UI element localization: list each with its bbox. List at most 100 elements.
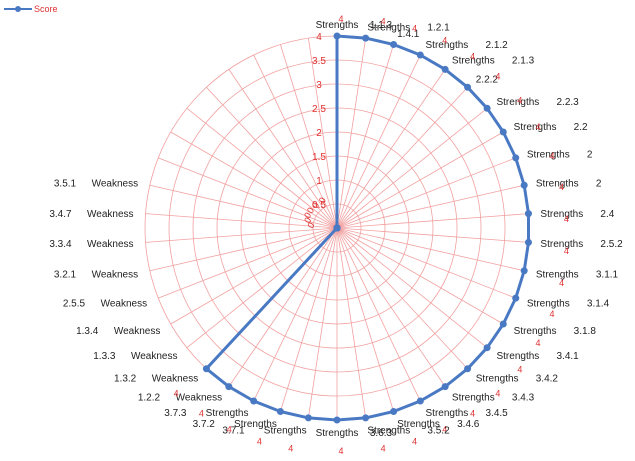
data-label: 4 <box>412 24 417 34</box>
category-code: 3.7.3 <box>164 408 187 419</box>
category-label: Weakness <box>92 179 139 190</box>
center-tick-label: 0 <box>310 201 321 210</box>
category-code: 1.1.3 <box>370 20 393 31</box>
category-label: Weakness <box>114 326 161 337</box>
grid-spoke <box>336 44 394 229</box>
series-point <box>499 128 507 136</box>
grid-spoke <box>336 227 525 272</box>
series-point <box>333 32 341 40</box>
radial-tick-label: 3.5 <box>312 56 326 67</box>
category-code: 1.2.2 <box>138 393 161 404</box>
data-label: 4 <box>559 182 564 192</box>
category-label: Strengths <box>540 209 583 220</box>
category-code: 2.1.3 <box>512 55 535 66</box>
category-code: 3.1.1 <box>596 269 619 280</box>
data-label: 4 <box>174 388 179 398</box>
category-label: Strengths <box>316 428 359 439</box>
category-code: 3.4.1 <box>556 351 579 362</box>
category-code: 2.4 <box>600 209 614 220</box>
category-code: 3.4.5 <box>486 408 509 419</box>
category-code: 3.4.3 <box>512 393 535 404</box>
category-label: Strengths <box>264 426 307 437</box>
category-label: Strengths <box>316 20 359 31</box>
series-point <box>362 34 370 42</box>
center-tick-label: 0 <box>305 221 316 230</box>
category-label: Strengths <box>514 326 557 337</box>
grid-spoke <box>336 227 488 349</box>
category-code: 1.3.2 <box>114 374 137 385</box>
grid-spoke <box>280 227 338 412</box>
data-label: 4 <box>495 388 500 398</box>
center-tick-label: 0 <box>305 206 316 215</box>
series-point <box>464 365 472 373</box>
radial-tick-label: 2.5 <box>312 104 326 115</box>
data-label: 4 <box>288 444 293 454</box>
data-label: 4 <box>536 338 541 348</box>
series-point <box>390 41 398 49</box>
category-code: 3.4.7 <box>49 209 72 220</box>
category-code: 3.3.4 <box>49 239 72 250</box>
category-label: Strengths <box>367 426 410 437</box>
grid-spoke <box>186 107 338 229</box>
series-point <box>441 65 449 73</box>
grid-spoke <box>145 227 338 243</box>
series-point <box>250 397 258 405</box>
grid-spoke <box>170 131 338 229</box>
category-label: Strengths <box>536 179 579 190</box>
category-code: 1.2.1 <box>427 22 450 33</box>
legend-marker-icon <box>4 6 32 12</box>
category-code: 2.2 <box>574 122 588 133</box>
series-point <box>512 154 520 162</box>
series-point <box>416 397 424 405</box>
category-code: 2 <box>596 179 602 190</box>
grid-spoke <box>206 86 338 229</box>
data-label: 4 <box>381 444 386 454</box>
data-label: 4 <box>517 365 522 375</box>
category-label: Weakness <box>87 209 134 220</box>
category-code: 2.5.2 <box>600 239 623 250</box>
category-label: Strengths <box>397 419 440 430</box>
series-point <box>499 320 507 328</box>
data-label: 4 <box>442 425 447 435</box>
category-label: Strengths <box>536 269 579 280</box>
grid-spoke <box>149 227 338 272</box>
category-label: Strengths <box>496 97 539 108</box>
grid-spoke <box>158 227 338 299</box>
data-label: 4 <box>564 246 569 256</box>
center-tick-label: 0 <box>302 211 313 220</box>
grid-spoke <box>149 184 338 229</box>
category-code: 2.2.3 <box>556 97 579 108</box>
category-code: 2.5.5 <box>63 299 86 310</box>
category-label: Weakness <box>87 239 134 250</box>
category-code: 1.3.3 <box>93 351 116 362</box>
grid-spoke <box>253 227 338 402</box>
center-tick-label: 0 <box>317 196 328 205</box>
series-point <box>441 383 449 391</box>
grid-spoke <box>336 227 421 402</box>
category-code: 3.7.2 <box>193 419 216 430</box>
grid-spoke <box>336 227 468 370</box>
grid-spoke <box>307 227 338 418</box>
category-code: 3.4.6 <box>457 419 480 430</box>
series-point <box>362 414 370 422</box>
series-point <box>202 365 210 373</box>
grid-spoke <box>336 184 525 229</box>
data-label: 4 <box>550 309 555 319</box>
grid-spoke <box>336 227 529 243</box>
category-label: Strengths <box>426 40 469 51</box>
category-label: Strengths <box>496 351 539 362</box>
category-label: Strengths <box>452 55 495 66</box>
category-code: 3.5.2 <box>427 426 450 437</box>
data-label: 4 <box>564 214 569 224</box>
category-label: Strengths <box>206 408 249 419</box>
grid-spoke <box>280 44 338 229</box>
category-code: 3.5.1 <box>54 179 77 190</box>
radial-tick-label: 4 <box>316 32 322 43</box>
data-label: 4 <box>257 436 262 446</box>
data-label: 4 <box>412 436 417 446</box>
series-point <box>520 181 528 189</box>
grid-spoke <box>336 213 529 229</box>
category-label: Strengths <box>514 122 557 133</box>
radial-tick-label: 1.5 <box>312 152 326 163</box>
series-point <box>390 407 398 415</box>
